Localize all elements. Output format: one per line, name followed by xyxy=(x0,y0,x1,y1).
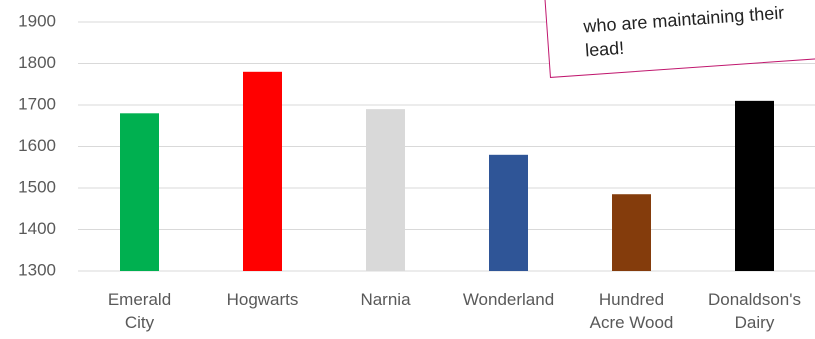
bar xyxy=(243,71,282,271)
bar xyxy=(120,113,159,271)
x-tick-label: Hundred Acre Wood xyxy=(589,290,674,332)
x-tick-label: Wonderland xyxy=(462,290,555,309)
x-tick-label: Emerald City xyxy=(107,290,172,332)
y-tick-label: 1900 xyxy=(18,11,56,30)
y-tick-label: 1500 xyxy=(18,177,56,196)
bar xyxy=(489,154,528,271)
bar xyxy=(366,109,405,272)
annotation: who are maintaining their lead! xyxy=(582,2,785,61)
x-tick-label: Hogwarts xyxy=(226,290,299,309)
y-tick-label: 1800 xyxy=(18,53,56,72)
y-tick-label: 1300 xyxy=(18,260,56,279)
y-tick-label: 1400 xyxy=(18,219,56,238)
y-tick-label: 1700 xyxy=(18,94,56,113)
bar xyxy=(735,100,774,271)
bar xyxy=(612,194,651,271)
x-tick-label: Narnia xyxy=(360,290,411,309)
x-tick-label: Donaldson's Dairy xyxy=(707,290,802,332)
y-tick-label: 1600 xyxy=(18,136,56,155)
